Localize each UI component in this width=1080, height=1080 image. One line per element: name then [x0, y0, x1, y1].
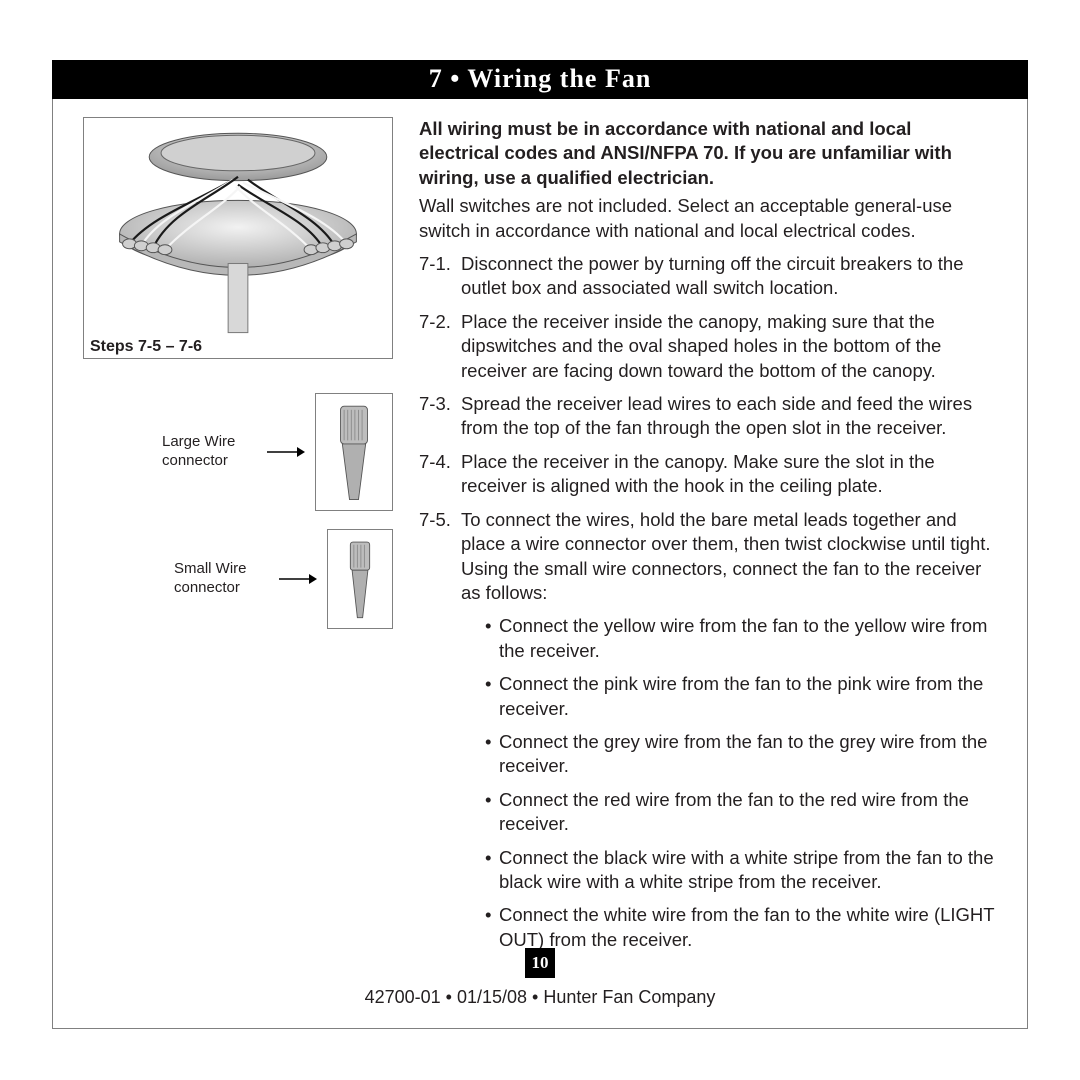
step-item: 7-2. Place the receiver inside the canop…: [419, 310, 995, 383]
step-number: 7-3.: [419, 392, 461, 441]
sub-bullet-item: •Connect the grey wire from the fan to t…: [485, 730, 995, 779]
step-number: 7-5.: [419, 508, 461, 962]
sub-bullet-text: Connect the yellow wire from the fan to …: [499, 614, 995, 663]
bullet-dot: •: [485, 903, 499, 952]
step-item: 7-4. Place the receiver in the canopy. M…: [419, 450, 995, 499]
sub-bullet-item: •Connect the red wire from the fan to th…: [485, 788, 995, 837]
figure-1-illustration: [90, 124, 386, 334]
step-body: To connect the wires, hold the bare meta…: [461, 508, 995, 962]
step-item: 7-1. Disconnect the power by turning off…: [419, 252, 995, 301]
arrow-icon: [279, 569, 317, 589]
left-column: Steps 7-5 – 7-6 Large Wire connector: [83, 117, 393, 970]
page-number-box: 10: [525, 948, 555, 978]
sub-bullet-text: Connect the grey wire from the fan to th…: [499, 730, 995, 779]
sub-bullet-list: •Connect the yellow wire from the fan to…: [461, 614, 995, 952]
step-body: Place the receiver inside the canopy, ma…: [461, 310, 995, 383]
figure-box-1: Steps 7-5 – 7-6: [83, 117, 393, 359]
step-number: 7-2.: [419, 310, 461, 383]
intro-bold-paragraph: All wiring must be in accordance with na…: [419, 117, 995, 190]
bullet-dot: •: [485, 614, 499, 663]
sub-bullet-item: •Connect the white wire from the fan to …: [485, 903, 995, 952]
steps-list: 7-1. Disconnect the power by turning off…: [419, 252, 995, 961]
bullet-dot: •: [485, 846, 499, 895]
page-number: 10: [532, 953, 549, 973]
section-title-text: 7 • Wiring the Fan: [429, 64, 652, 93]
step-body: Spread the receiver lead wires to each s…: [461, 392, 995, 441]
sub-bullet-text: Connect the black wire with a white stri…: [499, 846, 995, 895]
connector-diagrams: Large Wire connector: [83, 393, 393, 629]
intro-paragraph: Wall switches are not included. Select a…: [419, 194, 995, 243]
step-body-text: To connect the wires, hold the bare meta…: [461, 509, 991, 603]
sub-bullet-item: •Connect the pink wire from the fan to t…: [485, 672, 995, 721]
large-connector-row: Large Wire connector: [83, 393, 393, 511]
step-number: 7-4.: [419, 450, 461, 499]
bullet-dot: •: [485, 730, 499, 779]
small-connector-image: [327, 529, 393, 629]
large-connector-label: Large Wire connector: [162, 433, 257, 471]
page-container: 7 • Wiring the Fan: [52, 60, 1028, 1029]
sub-bullet-item: •Connect the yellow wire from the fan to…: [485, 614, 995, 663]
step-number: 7-1.: [419, 252, 461, 301]
arrow-icon: [267, 442, 305, 462]
step-body: Disconnect the power by turning off the …: [461, 252, 995, 301]
large-connector-image: [315, 393, 393, 511]
small-connector-row: Small Wire connector: [83, 529, 393, 629]
bullet-dot: •: [485, 672, 499, 721]
bullet-dot: •: [485, 788, 499, 837]
figure-1-caption: Steps 7-5 – 7-6: [90, 338, 386, 356]
two-column-layout: Steps 7-5 – 7-6 Large Wire connector: [83, 117, 995, 970]
footer-text: 42700-01 • 01/15/08 • Hunter Fan Company: [365, 987, 716, 1007]
right-column: All wiring must be in accordance with na…: [419, 117, 995, 970]
sub-bullet-text: Connect the white wire from the fan to t…: [499, 903, 995, 952]
sub-bullet-item: •Connect the black wire with a white str…: [485, 846, 995, 895]
sub-bullet-text: Connect the red wire from the fan to the…: [499, 788, 995, 837]
footer-line: 42700-01 • 01/15/08 • Hunter Fan Company: [53, 987, 1027, 1008]
step-body: Place the receiver in the canopy. Make s…: [461, 450, 995, 499]
section-title-bar: 7 • Wiring the Fan: [52, 60, 1028, 99]
small-connector-label: Small Wire connector: [174, 560, 269, 598]
sub-bullet-text: Connect the pink wire from the fan to th…: [499, 672, 995, 721]
content-frame: Steps 7-5 – 7-6 Large Wire connector: [52, 99, 1028, 1029]
step-item: 7-5. To connect the wires, hold the bare…: [419, 508, 995, 962]
step-item: 7-3. Spread the receiver lead wires to e…: [419, 392, 995, 441]
